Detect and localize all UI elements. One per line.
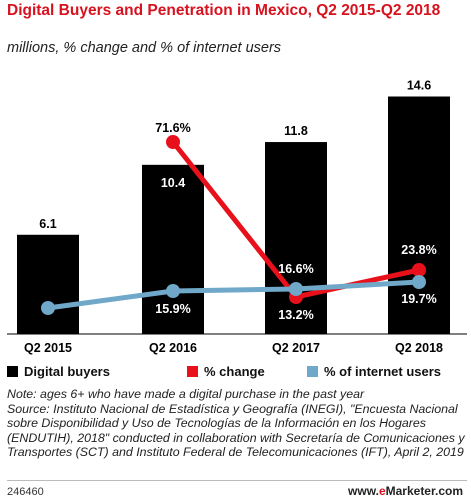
label-pct-internet-users-2: 16.6% — [278, 262, 313, 276]
bar-label-1: 10.4 — [161, 176, 185, 190]
point-pct-change-1 — [166, 135, 180, 149]
bar-1 — [142, 164, 204, 334]
point-pct-change-3 — [412, 263, 426, 277]
footer-divider — [7, 480, 467, 481]
line-pct-internet-users — [47, 279, 420, 311]
bar-0 — [17, 234, 79, 334]
legend-label-digital-buyers: Digital buyers — [24, 364, 110, 379]
chart-legend: Digital buyers % change % of internet us… — [7, 364, 467, 380]
label-pct-internet-users-0: 9.7% — [34, 319, 63, 333]
bar-2 — [265, 142, 327, 334]
chart-title: Digital Buyers and Penetration in Mexico… — [7, 2, 441, 19]
point-pct-internet-users-3 — [412, 275, 426, 289]
point-pct-internet-users-2 — [289, 282, 303, 296]
label-pct-change-2: 13.2% — [278, 308, 313, 322]
x-tick-label-3: Q2 2018 — [395, 341, 443, 355]
chart-note: Note: ages 6+ who have made a digital pu… — [7, 387, 465, 459]
bar-label-0: 6.1 — [39, 217, 56, 231]
legend-item-digital-buyers: Digital buyers — [7, 364, 110, 379]
label-pct-internet-users-3: 19.7% — [401, 292, 436, 306]
legend-item-pct-change: % change — [187, 364, 265, 379]
brand-e: e — [378, 484, 386, 498]
x-tick-label-1: Q2 2016 — [149, 341, 197, 355]
label-pct-change-1: 71.6% — [155, 121, 190, 135]
bar-label-2: 11.8 — [284, 124, 308, 138]
brand-prefix: www. — [348, 484, 379, 498]
legend-swatch-pct-change — [187, 366, 198, 377]
legend-item-pct-internet-users: % of internet users — [307, 364, 441, 379]
bar-label-3: 14.6 — [407, 79, 431, 93]
brand-logo[interactable]: www.eMarketer.com — [348, 484, 463, 498]
bar-3 — [388, 96, 450, 334]
legend-swatch-digital-buyers — [7, 366, 18, 377]
label-pct-change-3: 23.8% — [401, 243, 436, 257]
chart-id: 246460 — [7, 486, 44, 498]
legend-label-pct-change: % change — [204, 364, 265, 379]
legend-label-pct-internet-users: % of internet users — [324, 364, 442, 379]
legend-swatch-pct-internet-users — [307, 366, 318, 377]
chart-plot: 6.1 10.4 11.8 14.6 71.6% 13.2% 23.8% 9.7% 15.9% 1… — [7, 79, 467, 355]
chart-subtitle: millions, % change and % of internet use… — [7, 40, 282, 56]
label-pct-internet-users-1: 15.9% — [155, 302, 190, 316]
point-pct-internet-users-1 — [166, 284, 180, 298]
x-tick-label-0: Q2 2015 — [24, 341, 72, 355]
point-pct-internet-users-0 — [41, 301, 55, 315]
x-tick-label-2: Q2 2017 — [272, 341, 320, 355]
brand-rest: Marketer.com — [385, 484, 463, 498]
